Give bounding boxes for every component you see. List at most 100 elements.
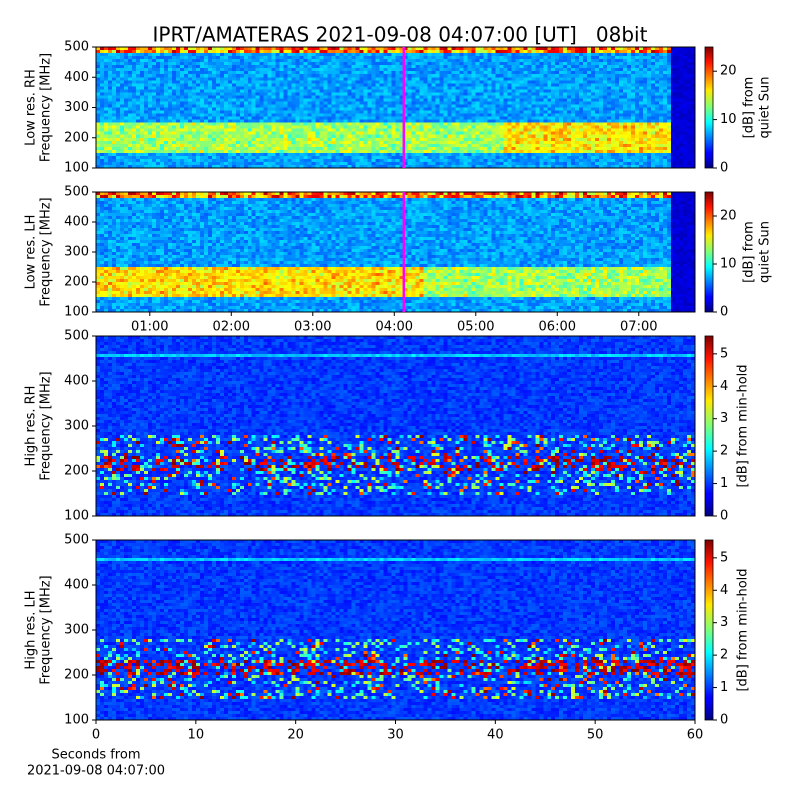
spectrogram-cell bbox=[663, 59, 667, 63]
spectrogram-cell bbox=[535, 62, 539, 66]
spectrogram-cell bbox=[196, 50, 200, 54]
spectrogram-cell bbox=[495, 56, 499, 60]
spectrogram-cell bbox=[639, 62, 643, 66]
spectrogram-cell bbox=[503, 50, 507, 54]
spectrogram-cell bbox=[647, 80, 651, 84]
spectrogram-cell bbox=[104, 74, 108, 78]
spectrogram-cell bbox=[583, 59, 587, 63]
spectrogram-cell bbox=[312, 47, 316, 51]
spectrogram-cell bbox=[196, 71, 200, 75]
spectrogram-cell bbox=[328, 74, 332, 78]
spectrogram-cell bbox=[100, 56, 104, 60]
spectrogram-cell bbox=[579, 59, 583, 63]
spectrogram-cell bbox=[591, 74, 595, 78]
spectrogram-cell bbox=[212, 56, 216, 60]
spectrogram-cell bbox=[623, 50, 627, 54]
spectrogram-cell bbox=[491, 62, 495, 66]
spectrogram-cell bbox=[196, 65, 200, 69]
spectrogram-cell bbox=[407, 47, 411, 51]
spectrogram-cell bbox=[156, 80, 160, 84]
spectrogram-cell bbox=[364, 53, 368, 57]
spectrogram-cell bbox=[340, 59, 344, 63]
spectrogram-cell bbox=[679, 47, 683, 51]
spectrogram-cell bbox=[308, 65, 312, 69]
spectrogram-cell bbox=[108, 56, 112, 60]
spectrogram-cell bbox=[503, 65, 507, 69]
spectrogram-cell bbox=[627, 50, 631, 54]
spectrogram-cell bbox=[344, 50, 348, 54]
spectrogram-cell bbox=[152, 74, 156, 78]
spectrogram-cell bbox=[535, 50, 539, 54]
spectrogram-cell bbox=[651, 74, 655, 78]
spectrogram-cell bbox=[439, 47, 443, 51]
spectrogram-cell bbox=[296, 74, 300, 78]
spectrogram-cell bbox=[232, 74, 236, 78]
spectrogram-cell bbox=[647, 74, 651, 78]
spectrogram-cell bbox=[579, 74, 583, 78]
spectrogram-cell bbox=[276, 74, 280, 78]
spectrogram-cell bbox=[567, 50, 571, 54]
spectrogram-cell bbox=[136, 71, 140, 75]
spectrogram-cell bbox=[495, 77, 499, 81]
spectrogram-cell bbox=[631, 68, 635, 72]
spectrogram-cell bbox=[368, 59, 372, 63]
spectrogram-cell bbox=[260, 74, 264, 78]
spectrogram-cell bbox=[128, 62, 132, 66]
spectrogram-cell bbox=[196, 53, 200, 57]
spectrogram-cell bbox=[144, 74, 148, 78]
spectrogram-cell bbox=[531, 65, 535, 69]
spectrogram-cell bbox=[471, 50, 475, 54]
spectrogram-cell bbox=[639, 53, 643, 57]
spectrogram-cell bbox=[148, 77, 152, 81]
spectrogram-cell bbox=[511, 50, 515, 54]
spectrogram-cell bbox=[128, 56, 132, 60]
spectrogram-cell bbox=[443, 65, 447, 69]
spectrogram-cell bbox=[296, 77, 300, 81]
spectrogram-cell bbox=[228, 77, 232, 81]
spectrogram-cell bbox=[300, 65, 304, 69]
spectrogram-cell bbox=[591, 50, 595, 54]
spectrogram-cell bbox=[647, 47, 651, 51]
spectrogram-cell bbox=[396, 47, 400, 51]
spectrogram-cell bbox=[555, 47, 559, 51]
spectrogram-cell bbox=[380, 74, 384, 78]
spectrogram-cell bbox=[112, 47, 116, 51]
spectrogram-cell bbox=[220, 53, 224, 57]
spectrogram-cell bbox=[248, 56, 252, 60]
spectrogram-cell bbox=[96, 71, 100, 75]
spectrogram-cell bbox=[447, 59, 451, 63]
spectrogram-cell bbox=[152, 68, 156, 72]
spectrogram-cell bbox=[384, 53, 388, 57]
spectrogram-cell bbox=[224, 65, 228, 69]
spectrogram-cell bbox=[479, 74, 483, 78]
spectrogram-cell bbox=[348, 65, 352, 69]
spectrogram-cell bbox=[224, 71, 228, 75]
spectrogram-cell bbox=[419, 62, 423, 66]
spectrogram-cell bbox=[651, 62, 655, 66]
spectrogram-cell bbox=[384, 77, 388, 81]
spectrogram-cell bbox=[256, 56, 260, 60]
spectrogram-cell bbox=[360, 50, 364, 54]
spectrogram-cell bbox=[132, 50, 136, 54]
spectrogram-cell bbox=[160, 80, 164, 84]
spectrogram-cell bbox=[495, 59, 499, 63]
spectrogram-cell bbox=[607, 74, 611, 78]
spectrogram-cell bbox=[619, 71, 623, 75]
spectrogram-cell bbox=[104, 83, 108, 87]
spectrogram-cell bbox=[447, 56, 451, 60]
spectrogram-cell bbox=[467, 71, 471, 75]
spectrogram-cell bbox=[659, 77, 663, 81]
spectrogram-cell bbox=[543, 77, 547, 81]
spectrogram-cell bbox=[160, 68, 164, 72]
spectrogram-cell bbox=[252, 68, 256, 72]
spectrogram-cell bbox=[559, 68, 563, 72]
spectrogram-cell bbox=[388, 71, 392, 75]
spectrogram-cell bbox=[376, 50, 380, 54]
spectrogram-cell bbox=[599, 56, 603, 60]
spectrogram-cell bbox=[208, 62, 212, 66]
spectrogram-cell bbox=[116, 68, 120, 72]
spectrogram-cell bbox=[431, 65, 435, 69]
spectrogram-cell bbox=[380, 53, 384, 57]
spectrogram-cell bbox=[623, 68, 627, 72]
spectrogram-cell bbox=[116, 80, 120, 84]
